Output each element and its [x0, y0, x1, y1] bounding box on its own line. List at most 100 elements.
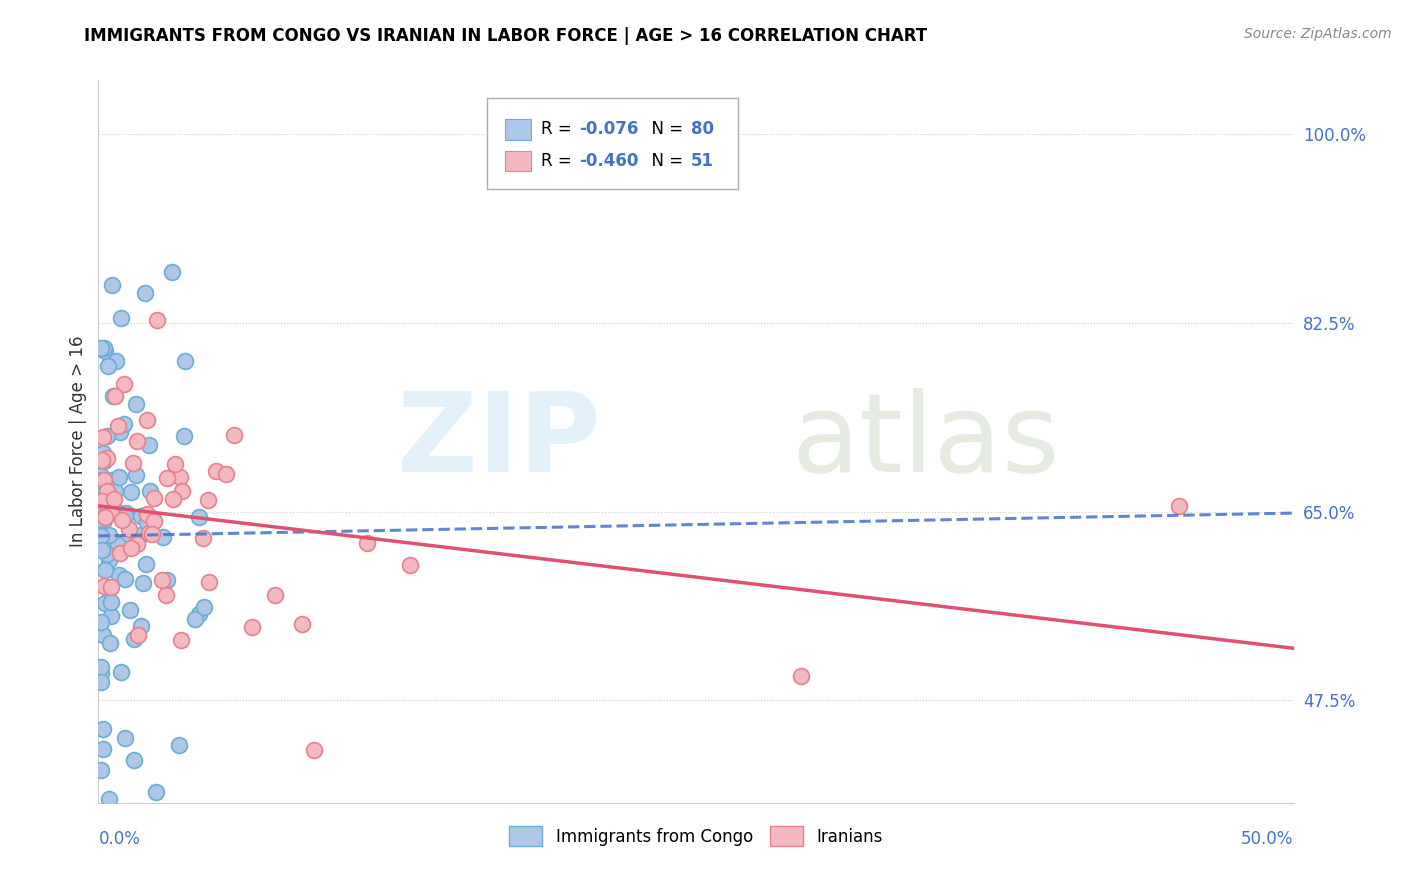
Point [90, 529, 112, 543]
Point [135, 557, 157, 571]
Text: 51: 51 [692, 153, 714, 170]
Point [112, 417, 135, 431]
Point [91, 723, 114, 737]
Point [152, 530, 174, 544]
Point [790, 669, 813, 683]
Point [118, 603, 141, 617]
Point [160, 264, 183, 278]
Point [122, 457, 145, 471]
Point [93, 474, 115, 488]
Point [97, 533, 120, 548]
Point [107, 418, 129, 433]
Point [98, 636, 121, 650]
Point [100, 507, 122, 521]
Point [104, 503, 127, 517]
Point [131, 576, 153, 591]
Point [93, 454, 115, 468]
Point [90, 665, 112, 680]
Point [215, 467, 238, 482]
Point [264, 588, 287, 602]
Point [138, 525, 160, 540]
Point [129, 528, 152, 542]
Point [101, 278, 124, 293]
Point [97, 359, 120, 374]
Text: N =: N = [641, 153, 689, 170]
Point [173, 429, 195, 443]
Point [110, 311, 132, 326]
Point [93, 491, 115, 505]
Point [142, 514, 165, 528]
Point [120, 541, 142, 556]
Legend: Immigrants from Congo, Iranians: Immigrants from Congo, Iranians [502, 820, 890, 852]
Point [100, 609, 122, 624]
Point [91, 543, 114, 558]
Point [91, 445, 114, 459]
Point [198, 575, 221, 590]
Point [114, 731, 136, 745]
Point [100, 473, 122, 487]
Point [93, 513, 115, 527]
Point [135, 413, 157, 427]
Point [143, 491, 166, 505]
Point [98, 528, 121, 542]
Point [93, 579, 115, 593]
Point [114, 508, 136, 523]
Point [90, 512, 112, 526]
Point [136, 508, 159, 522]
Point [94, 344, 117, 359]
Point [125, 434, 148, 448]
Point [193, 600, 215, 615]
Point [104, 389, 127, 403]
Text: R =: R = [541, 153, 576, 170]
Text: ZIP: ZIP [396, 388, 600, 495]
Text: 50.0%: 50.0% [1241, 830, 1294, 847]
Point [114, 535, 136, 549]
Point [93, 341, 115, 355]
Point [134, 285, 156, 300]
Point [125, 397, 148, 411]
Point [93, 476, 115, 491]
Text: 80: 80 [692, 120, 714, 138]
Point [155, 588, 177, 602]
Bar [505, 120, 531, 139]
Point [90, 469, 112, 483]
Point [169, 470, 191, 484]
Point [90, 453, 112, 467]
Point [90, 764, 112, 778]
Point [94, 563, 117, 577]
Point [97, 792, 120, 806]
Point [146, 313, 169, 327]
Point [108, 546, 131, 560]
Point [187, 510, 209, 524]
Point [1167, 500, 1189, 514]
Point [162, 491, 184, 506]
Point [101, 389, 124, 403]
Point [187, 607, 209, 621]
Point [356, 536, 378, 550]
Point [122, 753, 145, 767]
Point [165, 458, 187, 472]
Point [184, 612, 207, 626]
Point [110, 665, 132, 679]
Point [399, 558, 422, 573]
Point [90, 674, 112, 689]
Point [224, 427, 246, 442]
Text: R =: R = [541, 120, 576, 138]
Point [108, 425, 131, 440]
Point [205, 464, 228, 478]
Point [90, 615, 112, 629]
Point [90, 660, 112, 674]
Point [170, 484, 193, 499]
Point [107, 539, 129, 553]
Point [197, 492, 219, 507]
Point [108, 567, 131, 582]
Point [138, 483, 160, 498]
Point [127, 628, 149, 642]
Text: N =: N = [641, 120, 689, 138]
Point [104, 353, 127, 368]
Text: -0.076: -0.076 [579, 120, 638, 138]
Point [135, 515, 157, 529]
Point [173, 353, 195, 368]
Point [104, 484, 127, 499]
Point [93, 510, 115, 524]
